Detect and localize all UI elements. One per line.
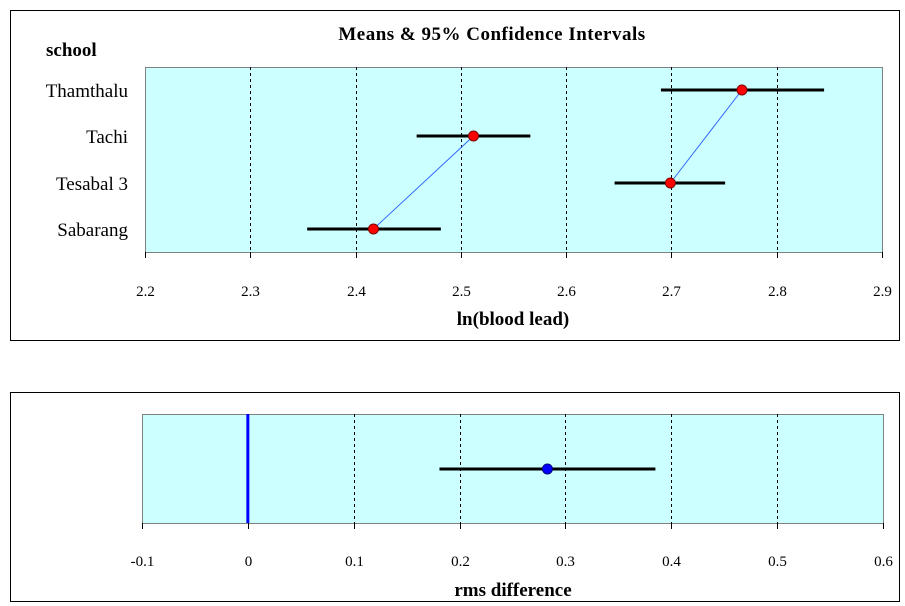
chart2-tick-label: 0 [245,554,253,570]
chart1-connector-line [669,89,743,184]
chart2-tick-label: 0.4 [662,554,681,570]
chart1-connector-line [373,135,474,230]
chart1-tick-label: 2.2 [136,284,155,300]
chart1-y-axis-label: school [46,40,97,61]
chart1-connectors [373,89,743,230]
chart1-tick-label: 2.4 [347,284,366,300]
means-ci-chart: Means & 95% Confidence Intervals school … [10,10,900,341]
chart2-tick-label: 0.5 [768,554,787,570]
chart2-tick-label: 0.6 [874,554,893,570]
chart2-mean-point [541,463,553,475]
chart1-mean-point [664,177,676,189]
chart1-tick-label: 2.5 [452,284,471,300]
chart1-tick-label: 2.3 [241,284,260,300]
chart2-x-ticks: -0.1 0 0.1 0.2 0.3 0.4 0.5 0.6 [131,523,893,570]
chart1-tick-label: 2.7 [662,284,681,300]
chart1-mean-point [367,223,379,235]
chart1-category-label: Thamthalu [46,81,129,102]
chart1-x-axis-label: ln(blood lead) [457,309,569,330]
chart2-tick-label: -0.1 [131,554,155,570]
chart2-tick-label: 0.1 [345,554,364,570]
rms-difference-chart: -0.1 0 0.1 0.2 0.3 0.4 0.5 0.6 rms difference [10,392,900,602]
chart1-tick-label: 2.6 [557,284,576,300]
chart1-mean-point [736,84,748,96]
chart1-tick-label: 2.9 [873,284,892,300]
chart1-gridlines [250,67,778,252]
chart1-tick-label: 2.8 [768,284,787,300]
chart1-category-label: Tesabal 3 [56,174,128,195]
chart2-tick-label: 0.2 [451,554,470,570]
chart1-mean-point [467,130,479,142]
chart2-x-axis-label: rms difference [454,580,571,601]
chart2-tick-label: 0.3 [556,554,575,570]
chart1-title: Means & 95% Confidence Intervals [338,24,645,45]
chart2-marks [439,463,656,475]
chart1-marks [307,84,825,235]
chart1-category-label: Sabarang [57,220,128,241]
chart1-category-label: Tachi [86,127,128,148]
chart1-category-labels: Thamthalu Tachi Tesabal 3 Sabarang [46,81,129,241]
chart1-plot-area [145,67,883,253]
chart1-x-ticks: 2.2 2.3 2.4 2.5 2.6 2.7 2.8 2.9 [136,252,892,300]
